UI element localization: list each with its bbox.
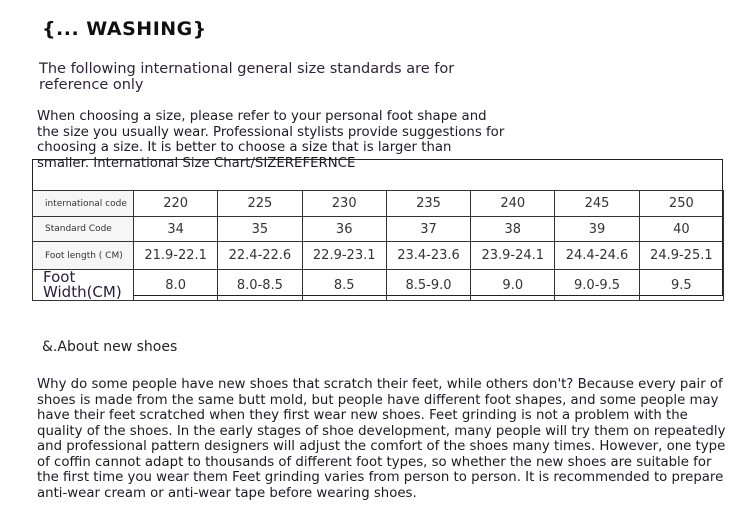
table-cell: 38 <box>470 216 556 242</box>
table-cell: 250 <box>638 190 725 217</box>
section-heading: &.About new shoes <box>42 339 178 355</box>
table-cell: 35 <box>217 216 303 242</box>
page-title: {... WASHING} <box>42 18 207 40</box>
row-label: international code <box>32 190 134 217</box>
table-cell: 21.9-22.1 <box>132 241 219 270</box>
table-cell: 230 <box>301 190 387 217</box>
table-cell: 9.5 <box>638 269 725 301</box>
table-cell: 22.4-22.6 <box>217 241 303 270</box>
table-cell: 8.5 <box>301 269 387 301</box>
table-cell: 225 <box>217 190 303 217</box>
table-cell: 22.9-23.1 <box>301 241 387 270</box>
table-cell: 39 <box>554 216 640 242</box>
table-cell: 37 <box>385 216 472 242</box>
row-label: Foot Width(CM) <box>32 269 134 301</box>
table-cell: 40 <box>638 216 725 242</box>
table-cell: 34 <box>132 216 219 242</box>
size-chart-table: international code 220 225 230 235 240 245 250 S… <box>32 190 725 301</box>
table-row: Standard Code 34 35 36 37 38 39 40 <box>32 216 725 242</box>
table-cell: 235 <box>385 190 472 217</box>
table-row: Foot length ( CM) 21.9-22.1 22.4-22.6 22.9-… <box>32 241 725 270</box>
row-label: Foot length ( CM) <box>32 241 134 270</box>
table-cell: 9.0 <box>470 269 556 301</box>
table-cell: 24.4-24.6 <box>554 241 640 270</box>
table-cell: 220 <box>132 190 219 217</box>
table-row: Foot Width(CM) 8.0 8.0-8.5 8.5 8.5-9.0 9.0 9.0… <box>32 269 725 301</box>
subtitle: The following international general size… <box>39 61 455 93</box>
table-cell: 8.5-9.0 <box>385 269 472 301</box>
table-row: international code 220 225 230 235 240 245 250 <box>32 190 725 217</box>
table-cell: 245 <box>554 190 640 217</box>
table-cell: 240 <box>470 190 556 217</box>
table-cell: 8.0-8.5 <box>217 269 303 301</box>
table-cell: 8.0 <box>132 269 219 301</box>
table-cell: 23.4-23.6 <box>385 241 472 270</box>
table-cell: 9.0-9.5 <box>554 269 640 301</box>
table-cell: 24.9-25.1 <box>638 241 725 270</box>
table-cell: 36 <box>301 216 387 242</box>
table-cell: 23.9-24.1 <box>470 241 556 270</box>
body-paragraph: Why do some people have new shoes that s… <box>37 377 726 501</box>
row-label: Standard Code <box>32 216 134 242</box>
